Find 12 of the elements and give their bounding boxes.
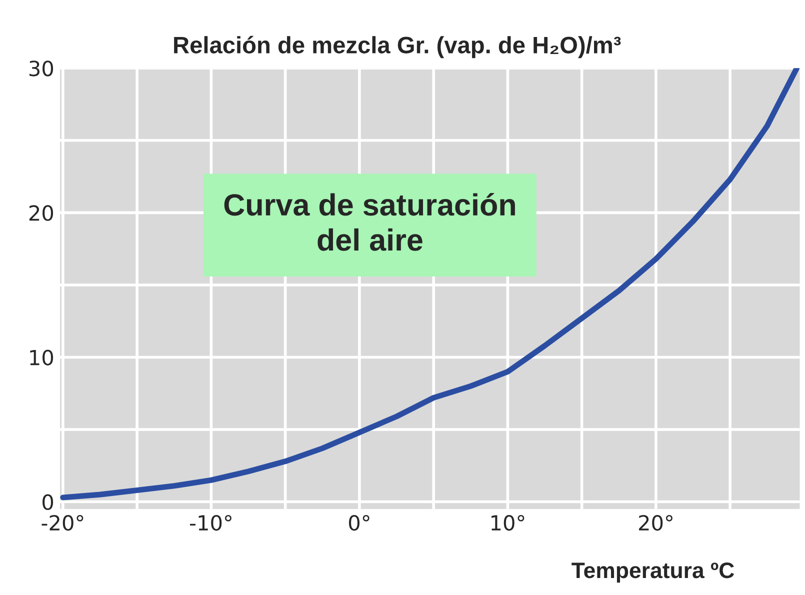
x-tick-label: 20° <box>639 514 672 531</box>
y-tick-label: 20 <box>29 205 54 221</box>
x-tick-label: 0° <box>348 514 370 531</box>
y-tick-label: 30 <box>29 60 54 76</box>
y-tick-label: 10 <box>30 350 54 366</box>
x-axis-title: Temperatura ºC <box>572 562 734 583</box>
x-tick-label: 10° <box>492 514 524 531</box>
x-tick-label: -10° <box>190 514 232 531</box>
x-tick-label: -20° <box>42 514 84 531</box>
y-tick-label: 0 <box>42 494 54 510</box>
annotation: Curva de saturación del aire <box>224 193 515 251</box>
chart-title: Relación de mezcla Gr. (vap. de H₂O)/m³ <box>174 36 621 58</box>
